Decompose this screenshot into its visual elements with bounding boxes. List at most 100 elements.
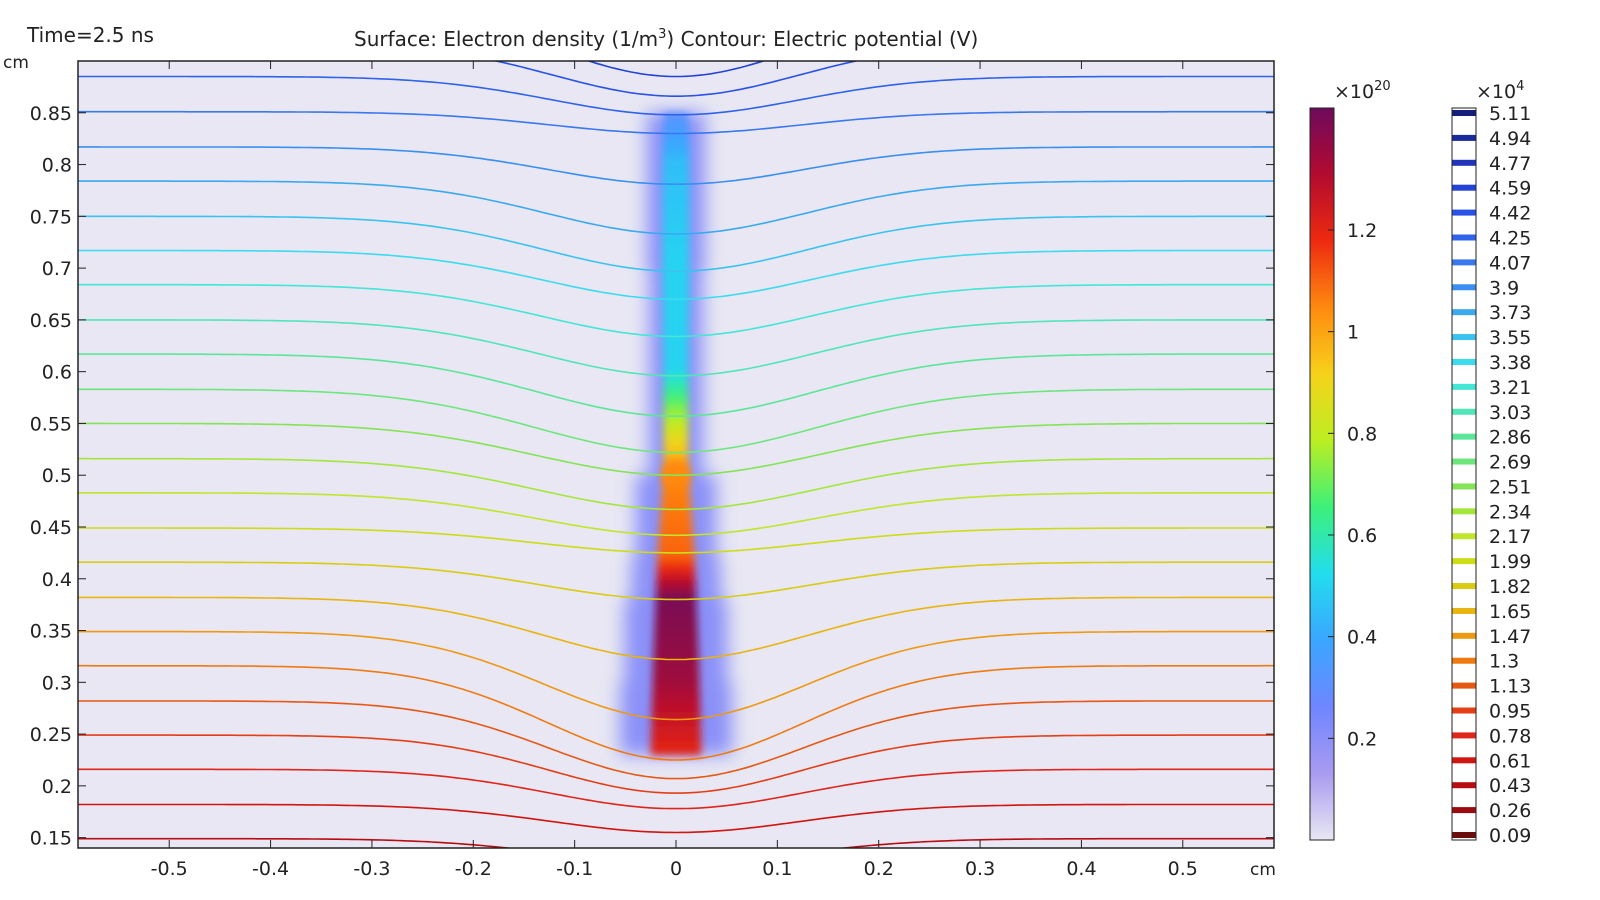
title-prefix: Surface: Electron density (1/m xyxy=(354,27,658,51)
density-cell xyxy=(662,237,690,248)
title-suffix: ) Contour: Electric potential (V) xyxy=(666,27,978,51)
potential-contour xyxy=(78,768,1274,810)
density-cell xyxy=(663,382,689,393)
density-cell xyxy=(663,143,689,150)
density-cell xyxy=(663,350,689,362)
legend-label: 2.17 xyxy=(1489,526,1531,548)
legend-swatch xyxy=(1452,458,1476,465)
density-cell xyxy=(658,533,694,542)
legend-label: 2.34 xyxy=(1489,501,1531,523)
legend-swatch xyxy=(1452,807,1476,814)
density-cell xyxy=(652,689,700,698)
y-tick-label: 0.85 xyxy=(30,103,72,125)
potential-contour xyxy=(78,561,1274,601)
density-cell xyxy=(662,268,690,279)
legend-label: 1.65 xyxy=(1489,601,1531,623)
y-tick-label: 0.25 xyxy=(30,724,72,746)
legend-swatch xyxy=(1452,234,1476,241)
legend-background xyxy=(1452,108,1476,840)
legend-label: 4.94 xyxy=(1489,128,1531,150)
density-cell xyxy=(662,205,690,217)
y-tick-label: 0.35 xyxy=(30,621,72,643)
density-cell xyxy=(663,371,689,383)
density-cell xyxy=(663,392,689,404)
legend-label: 0.61 xyxy=(1489,750,1531,772)
legend-label: 3.21 xyxy=(1489,377,1531,399)
legend-label: 4.59 xyxy=(1489,178,1531,200)
legend-swatch xyxy=(1452,607,1476,614)
density-cell xyxy=(654,632,698,642)
legend-label: 2.51 xyxy=(1489,476,1531,498)
density-cell xyxy=(650,740,702,749)
density-cell xyxy=(663,112,689,119)
legend-label: 5.11 xyxy=(1489,103,1531,125)
x-tick-label: -0.5 xyxy=(151,858,188,880)
legend-label: 0.26 xyxy=(1489,800,1531,822)
density-cell xyxy=(663,319,689,331)
density-cell xyxy=(658,541,694,551)
legend-label: 1.13 xyxy=(1489,676,1531,698)
legend-swatch xyxy=(1452,632,1476,639)
x-tick-label: 0.1 xyxy=(762,858,792,880)
legend-swatch xyxy=(1452,309,1476,316)
density-cell xyxy=(657,562,695,567)
potential-legend: ×104 5.11 4.94 4.77 4.59 4.424.25 4.07 3.9 3.73… xyxy=(1451,79,1531,847)
legend-swatch xyxy=(1452,334,1476,341)
x-axis: -0.5 -0.4 -0.3 -0.2 -0.1 0 0.1 0.2 0.3 0.4 0.5 xyxy=(151,61,1198,880)
legend-swatch xyxy=(1452,732,1476,739)
y-tick-label: 0.4 xyxy=(42,569,72,591)
legend-label: 0.09 xyxy=(1489,825,1531,847)
density-cell xyxy=(662,154,690,160)
legend-label: 4.42 xyxy=(1489,203,1531,225)
density-cell xyxy=(660,508,692,518)
time-label: Time=2.5 ns xyxy=(26,23,154,47)
potential-contour xyxy=(78,700,1274,780)
density-cell xyxy=(651,733,701,741)
legend-swatch xyxy=(1452,159,1476,166)
density-cell xyxy=(663,361,689,373)
x-tick-label: -0.4 xyxy=(252,858,289,880)
x-tick-label: 0.2 xyxy=(864,858,894,880)
potential-contour xyxy=(78,527,1274,554)
legend-swatch xyxy=(1452,408,1476,415)
density-cell xyxy=(659,524,693,534)
density-cell xyxy=(663,288,689,300)
density-cell xyxy=(662,216,690,228)
legend-label: 4.07 xyxy=(1489,252,1531,274)
density-cell xyxy=(651,704,701,712)
legend-label: 1.99 xyxy=(1489,551,1531,573)
density-cell xyxy=(652,682,700,691)
density-cell xyxy=(652,696,700,705)
density-cell xyxy=(650,747,702,756)
density-cell xyxy=(653,657,699,667)
density-cell xyxy=(652,674,700,683)
legend-swatch xyxy=(1452,558,1476,565)
legend-swatch xyxy=(1452,209,1476,216)
colorbar-tick-label: 0.2 xyxy=(1347,728,1377,750)
legend-swatch xyxy=(1452,682,1476,689)
legend-swatch xyxy=(1452,433,1476,440)
potential-contour xyxy=(78,596,1274,661)
density-cell xyxy=(663,123,689,129)
potential-contour xyxy=(78,422,1274,477)
density-cell xyxy=(663,278,689,290)
legend-label: 3.73 xyxy=(1489,302,1531,324)
potential-contour xyxy=(78,215,1274,273)
density-cell xyxy=(662,257,690,269)
legend-label: 3.03 xyxy=(1489,402,1531,424)
potential-contour xyxy=(78,388,1274,454)
x-tick-label: -0.3 xyxy=(353,858,390,880)
density-cell xyxy=(663,433,689,445)
legend-swatch xyxy=(1452,657,1476,664)
density-cell xyxy=(662,491,690,501)
density-cell xyxy=(654,624,698,634)
density-colorbar: ×1020 0.2 0.4 0.6 0.8 1 1.2 xyxy=(1309,79,1391,841)
x-tick-label: 0.4 xyxy=(1066,858,1096,880)
density-cell xyxy=(656,587,696,592)
density-cell xyxy=(660,516,692,526)
density-cell xyxy=(663,402,689,414)
density-cell xyxy=(651,718,701,727)
legend-label: 0.95 xyxy=(1489,701,1531,723)
legend-swatch xyxy=(1452,184,1476,191)
